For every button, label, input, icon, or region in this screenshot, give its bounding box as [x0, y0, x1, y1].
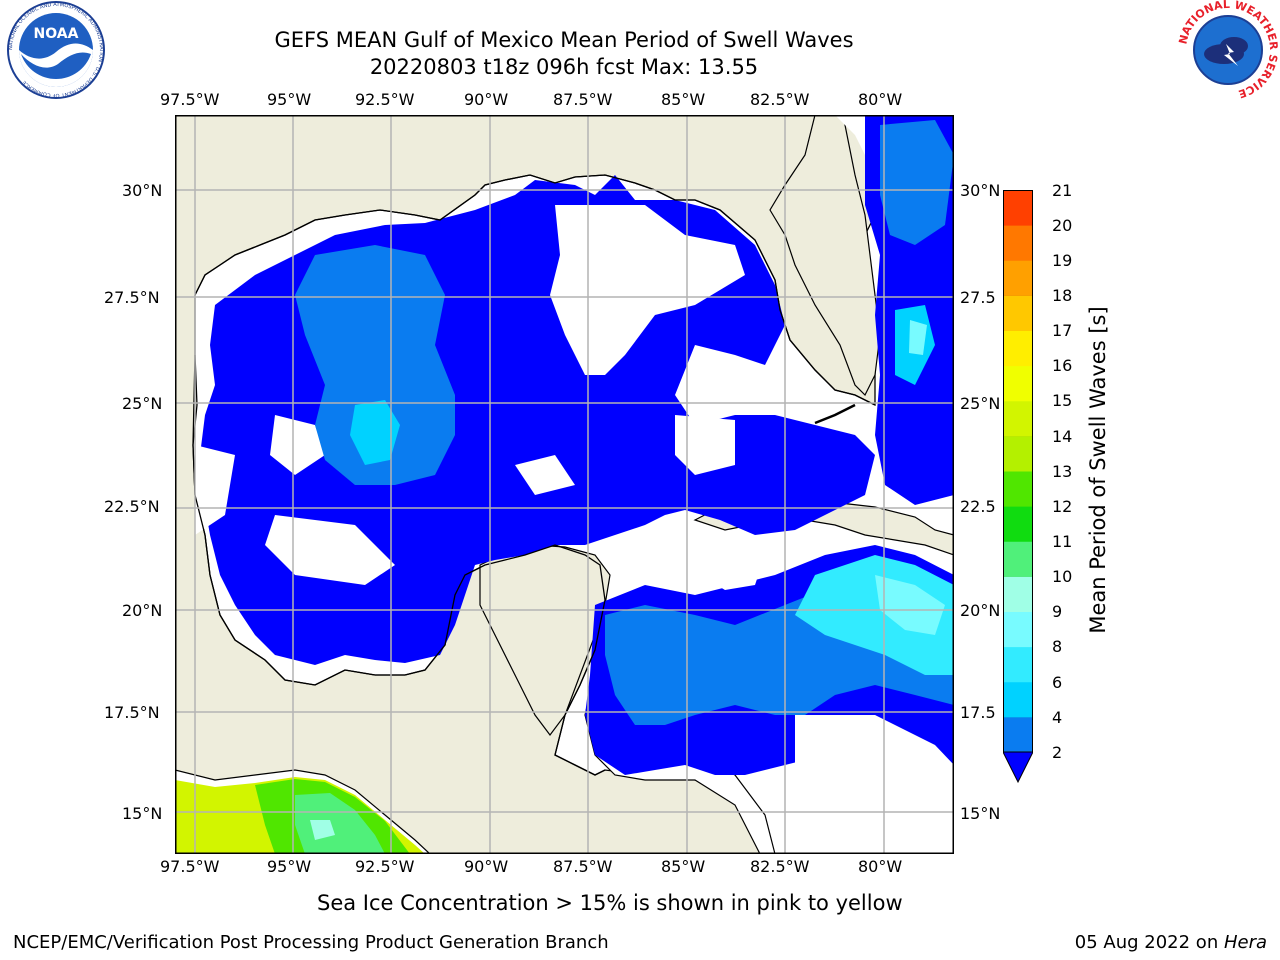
lon-label: 87.5°W	[553, 90, 613, 109]
colorbar-band	[1003, 330, 1033, 367]
lat-label: 27.5°N	[104, 288, 160, 307]
sea-ice-note: Sea Ice Concentration > 15% is shown in …	[317, 891, 903, 915]
colorbar-band	[1003, 435, 1033, 472]
lon-label: 92.5°W	[355, 90, 415, 109]
colorbar-band	[1003, 365, 1033, 402]
colorbar-tick: 20	[1052, 216, 1073, 235]
colorbar-band	[1003, 260, 1033, 296]
colorbar-extend-triangle	[1002, 751, 1034, 784]
lon-label: 80°W	[858, 857, 903, 876]
colorbar-tick: 10	[1052, 567, 1073, 586]
footer-host: Hera	[1223, 932, 1267, 953]
noaa-logo: NOAA NATIONAL OCEANIC AND ATMOSPHERIC AD…	[4, 0, 108, 104]
colorbar-axis-label: Mean Period of Swell Waves [s]	[1086, 306, 1110, 634]
lat-label: 17.5	[960, 703, 996, 722]
colorbar-band	[1003, 611, 1033, 648]
colorbar-band	[1003, 295, 1033, 331]
keys-coast	[814, 403, 856, 425]
colorbar-graphic	[1002, 189, 1034, 784]
lat-label: 20°N	[960, 601, 1001, 620]
colorbar-tick: 12	[1052, 497, 1073, 516]
colorbar-tick: 6	[1052, 673, 1063, 692]
colorbar-tick: 18	[1052, 286, 1073, 305]
lat-label: 25°N	[960, 394, 1001, 413]
colorbar-tick: 19	[1052, 251, 1073, 270]
gulf-map	[175, 115, 954, 854]
colorbar-band	[1003, 471, 1033, 507]
lon-label: 87.5°W	[553, 857, 613, 876]
colorbar-band	[1003, 646, 1033, 683]
svg-text:NOAA: NOAA	[34, 26, 79, 42]
colorbar-band	[1003, 400, 1033, 437]
colorbar-tick: 8	[1052, 637, 1063, 656]
colorbar-tick: 15	[1052, 391, 1073, 410]
lat-label: 30°N	[960, 181, 1001, 200]
colorbar-tick: 17	[1052, 321, 1073, 340]
colorbar-tick: 9	[1052, 602, 1063, 621]
graticule	[175, 115, 954, 854]
lat-label: 15°N	[960, 804, 1001, 823]
lat-label: 30°N	[122, 181, 163, 200]
colorbar-tick: 16	[1052, 356, 1073, 375]
lon-label: 97.5°W	[160, 857, 220, 876]
lat-label: 20°N	[122, 601, 163, 620]
coastline	[192, 354, 606, 776]
lon-label: 95°W	[267, 90, 312, 109]
lon-label: 90°W	[464, 90, 509, 109]
colorbar-tick: 2	[1052, 743, 1063, 762]
lon-label: 80°W	[858, 90, 903, 109]
lat-label: 22.5	[960, 497, 996, 516]
chart-subtitle: 20220803 t18z 096h fcst Max: 13.55	[369, 55, 759, 79]
lat-label: 17.5°N	[104, 703, 160, 722]
nws-logo: NATIONAL WEATHER SERVICE	[1176, 0, 1280, 104]
lon-label: 82.5°W	[750, 857, 810, 876]
colorbar-tick: 14	[1052, 427, 1073, 446]
coastline	[194, 174, 876, 406]
lon-label: 92.5°W	[355, 857, 415, 876]
colorbar-tick: 21	[1052, 181, 1073, 200]
lon-label: 85°W	[661, 90, 706, 109]
lat-label: 22.5°N	[104, 497, 160, 516]
colorbar-bands	[1003, 189, 1033, 753]
lat-label: 27.5	[960, 288, 996, 307]
lon-label: 82.5°W	[750, 90, 810, 109]
lon-label: 97.5°W	[160, 90, 220, 109]
footer-date: 05 Aug 2022 on Hera	[1075, 932, 1267, 953]
chart-title: GEFS MEAN Gulf of Mexico Mean Period of …	[274, 28, 854, 52]
lat-label: 15°N	[122, 804, 163, 823]
colorbar-band	[1003, 681, 1033, 718]
colorbar-band	[1003, 541, 1033, 577]
colorbar-band	[1003, 225, 1033, 261]
map-frame	[175, 115, 954, 854]
florida-land	[769, 115, 881, 397]
colorbar-tick: 11	[1052, 532, 1073, 551]
lat-label: 25°N	[122, 394, 163, 413]
colorbar	[1002, 189, 1034, 785]
colorbar-band	[1003, 506, 1033, 542]
colorbar-band	[1003, 576, 1033, 612]
footer-credit: NCEP/EMC/Verification Post Processing Pr…	[13, 932, 609, 953]
colorbar-tick: 4	[1052, 708, 1063, 727]
lon-label: 90°W	[464, 857, 509, 876]
lon-label: 85°W	[661, 857, 706, 876]
colorbar-tick: 13	[1052, 462, 1073, 481]
lon-label: 95°W	[267, 857, 312, 876]
map-panel	[175, 115, 954, 854]
colorbar-band	[1003, 716, 1033, 753]
footer-date-text: 05 Aug 2022 on	[1074, 932, 1224, 953]
colorbar-band	[1003, 190, 1033, 226]
